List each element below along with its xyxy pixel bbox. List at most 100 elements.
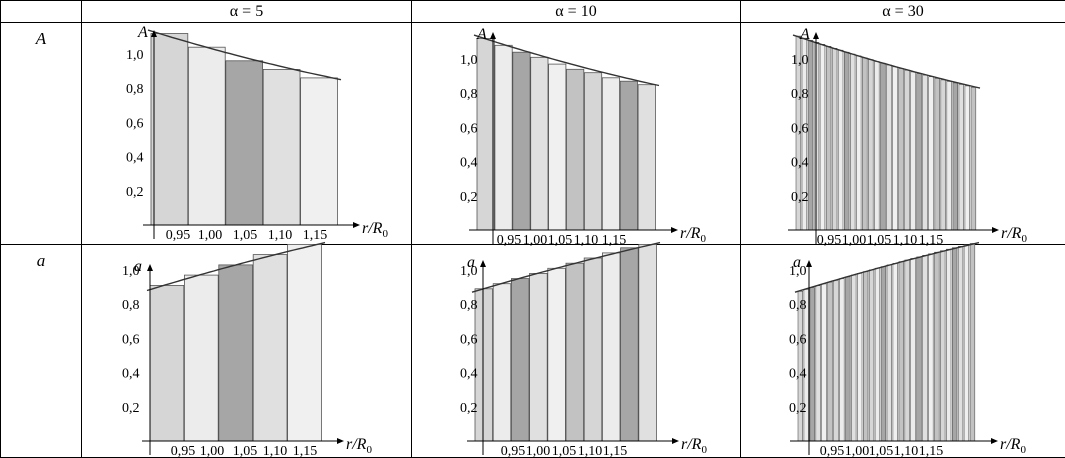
y-tick-label: 0,6: [791, 121, 809, 136]
bar-6: [827, 281, 833, 442]
bar-10: [850, 53, 856, 231]
y-tick-label: 0,2: [460, 401, 478, 416]
x-tick-label: 1,10: [578, 444, 603, 458]
y-axis-arrow: [490, 32, 496, 39]
bar-29: [963, 244, 970, 442]
series-line: [473, 34, 660, 87]
bar-9: [844, 51, 850, 231]
x-axis-arrow: [671, 227, 678, 233]
bar-14: [874, 61, 880, 231]
bar-5: [821, 283, 827, 442]
y-axis-arrow: [806, 260, 812, 267]
bar-9: [845, 276, 851, 442]
y-tick-label: 1,0: [791, 53, 809, 68]
bar-30: [970, 87, 977, 231]
bar-27: [952, 82, 958, 231]
bar-13: [868, 269, 875, 442]
bar-7: [831, 47, 838, 231]
bar-21: [916, 256, 922, 442]
x-axis-title: r/R0: [680, 225, 706, 245]
bar-3: [511, 278, 530, 442]
bar-9: [620, 247, 639, 442]
x-axis-title: r/R0: [346, 436, 372, 456]
y-axis-title: a: [134, 258, 142, 275]
chart-a-alpha30: 0,2 0,4 0,6 0,8 1,0 0,95 1,00 1,05 1,10 1,15 a r/R0: [789, 241, 1026, 458]
bar-24: [934, 77, 940, 231]
x-tick-label: 1,15: [303, 228, 328, 243]
bar-6: [825, 45, 832, 231]
bar-22: [922, 255, 928, 442]
bar-26: [946, 81, 952, 231]
x-tick-label: 0,95: [171, 444, 196, 458]
x-tick-label: 1,00: [200, 444, 225, 458]
x-tick-label: 1,05: [233, 228, 258, 243]
bar-3: [225, 60, 264, 226]
bar-2: [188, 46, 226, 226]
bar-5: [548, 63, 567, 231]
y-tick-label: 0,8: [126, 82, 144, 97]
x-axis-arrow: [353, 222, 360, 228]
y-tick-label: 1,0: [460, 264, 478, 279]
row-label-A: A: [0, 22, 82, 245]
bar-8: [601, 77, 621, 231]
x-tick-label: 1,15: [919, 444, 944, 458]
y-tick-label: 0,8: [122, 298, 140, 313]
series-line: [792, 34, 981, 89]
bar-16: [886, 264, 892, 442]
x-tick-label: 1,10: [268, 228, 293, 243]
bar-10: [637, 84, 656, 231]
bar-15: [880, 62, 886, 231]
y-tick-label: 0,8: [460, 298, 478, 313]
bar-28: [958, 84, 964, 231]
y-tick-label: 0,6: [126, 116, 144, 131]
bar-24: [934, 251, 940, 442]
bar-25: [940, 79, 946, 231]
y-axis-title: A: [137, 24, 148, 41]
bar-1: [476, 38, 495, 231]
y-axis-arrow: [480, 260, 486, 267]
corner-cell: [0, 0, 82, 23]
bar-14: [874, 267, 881, 442]
bar-7: [583, 257, 603, 442]
bar-30: [969, 243, 976, 442]
bar-18: [898, 68, 904, 231]
y-tick-label: 0,2: [122, 401, 140, 416]
bar-7: [833, 279, 839, 442]
bar-2: [184, 274, 219, 442]
y-tick-label: 0,2: [789, 401, 807, 416]
x-axis-arrow: [337, 438, 344, 444]
x-tick-label: 0,95: [820, 444, 845, 458]
bar-20: [910, 258, 916, 442]
y-tick-label: 1,0: [122, 264, 140, 279]
bar-4: [252, 254, 288, 442]
bar-7: [583, 72, 603, 231]
bar-22: [922, 74, 928, 231]
y-axis-title: A: [799, 26, 810, 43]
x-axis-title: r/R0: [362, 220, 388, 240]
column-header-alpha5: α = 5: [81, 0, 412, 23]
bar-8: [601, 252, 621, 442]
y-tick-label: 0,4: [460, 156, 478, 171]
x-tick-label: 1,10: [894, 444, 919, 458]
row-a: a 0,2 0,4 0,6 0,8 1,0 0,95 1,00 1,05 1,10 1,15 a r/…: [0, 241, 1065, 458]
bar-12: [863, 271, 869, 442]
chart-a-alpha5: 0,2 0,4 0,6 0,8 1,0 0,95 1,00 1,05 1,10 1,15 a r/R0: [122, 241, 372, 458]
bar-1: [150, 33, 189, 226]
chart-cell-a-alpha30: 0,2 0,4 0,6 0,8 1,0 0,95 1,00 1,05 1,10 1,15 a r/R0: [740, 241, 1065, 458]
bar-16: [886, 64, 892, 231]
bar-9: [619, 80, 638, 231]
bar-4: [530, 56, 549, 231]
y-tick-label: 0,2: [126, 185, 144, 200]
bar-25: [940, 250, 946, 442]
bar-4: [529, 272, 548, 442]
bar-2: [494, 44, 513, 231]
x-tick-label: 1,15: [293, 444, 318, 458]
y-tick-label: 0,8: [460, 87, 478, 102]
y-axis-title: a: [467, 254, 475, 271]
bar-23: [928, 76, 934, 231]
bar-28: [957, 245, 964, 442]
y-tick-label: 0,6: [460, 332, 478, 347]
bar-27: [952, 247, 958, 442]
